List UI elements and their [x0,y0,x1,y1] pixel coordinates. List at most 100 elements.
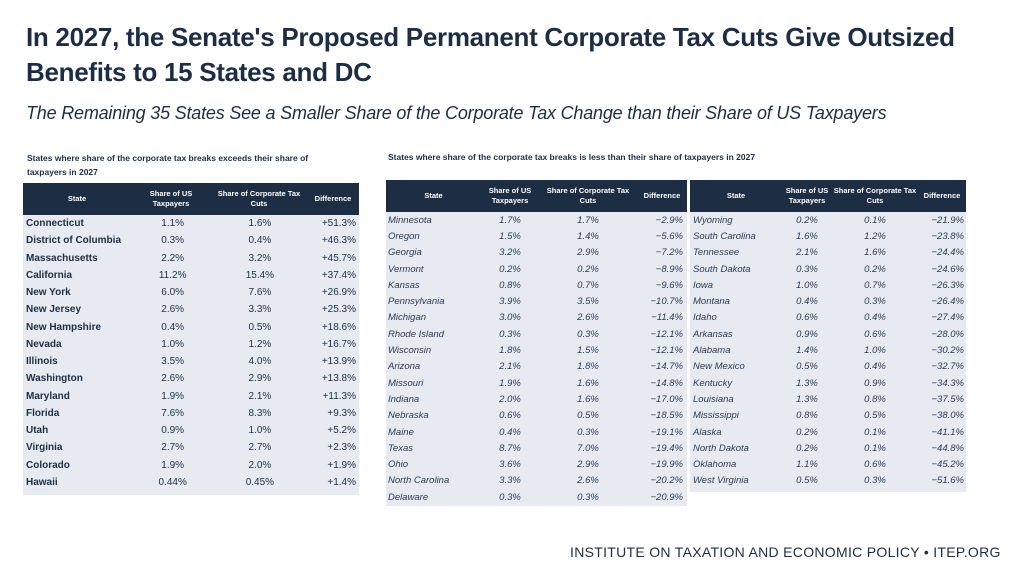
tax-cut-share-cell: 0.1% [864,214,886,226]
difference-cell: −10.7% [650,296,684,308]
table-row: Arizona 2.1% 1.8% −14.7% [386,359,687,375]
tax-cut-share-cell: 1.4% [577,230,599,242]
state-cell: Oklahoma [693,459,737,471]
state-cell: Pennsylvania [388,296,445,308]
table-row: Mississippi 0.8% 0.5% −38.0% [690,408,966,424]
page-subtitle: The Remaining 35 States See a Smaller Sh… [26,103,887,123]
tax-cut-share-cell: 1.0% [864,345,886,357]
difference-cell: −2.9% [655,214,683,226]
tax-cut-share-cell: 0.2% [864,263,886,275]
tax-cut-share-cell: 0.8% [864,393,886,405]
table-row: Missouri 1.9% 1.6% −14.8% [386,375,687,391]
state-cell: Nevada [26,338,62,350]
tax-cut-share-cell: 2.9% [577,459,599,471]
state-cell: North Dakota [693,442,749,454]
tax-cut-share-cell: 0.3% [577,426,599,438]
taxpayer-share-cell: 1.9% [161,390,185,402]
tax-cut-share-cell: 1.5% [577,345,599,357]
difference-cell: −24.6% [931,263,965,275]
difference-cell: −21.9% [931,214,965,226]
table-body: Wyoming 0.2% 0.1% −21.9% South Carolina 1.6% 1… [690,212,966,489]
table-row: South Carolina 1.6% 1.2% −23.8% [690,228,966,244]
tax-cut-share-cell: 0.3% [577,491,599,503]
table-row: Vermont 0.2% 0.2% −8.9% [386,261,687,277]
difference-cell: −12.1% [650,328,684,340]
tax-cut-share-cell: 2.0% [248,459,272,471]
difference-cell: −32.7% [931,361,965,373]
state-cell: New Mexico [693,361,745,373]
taxpayer-share-cell: 0.6% [796,312,818,324]
table-body: Connecticut 1.1% 1.6% +51.3% District of Col… [23,215,359,491]
difference-cell: −19.9% [650,459,684,471]
difference-cell: −14.7% [650,361,684,373]
tax-cut-share-cell: 7.6% [248,287,272,299]
difference-cell: +9.3% [327,407,357,419]
tax-cut-share-cell: 0.5% [248,321,272,333]
taxpayer-share-cell: 1.1% [796,459,818,471]
difference-cell: −45.2% [931,459,965,471]
table-row: Texas 8.7% 7.0% −19.4% [386,440,687,456]
difference-cell: +45.7% [321,252,357,264]
tax-cut-share-cell: 0.1% [864,426,886,438]
difference-cell: +16.7% [321,338,357,350]
tax-cut-share-cell: 0.3% [577,328,599,340]
tax-cut-share-cell: 1.8% [577,361,599,373]
taxpayer-share-cell: 1.7% [499,214,521,226]
state-cell: Mississippi [693,410,739,422]
tax-cut-share-cell: 0.6% [864,459,886,471]
state-cell: New Jersey [26,304,82,316]
taxpayer-share-cell: 0.4% [796,296,818,308]
tax-cut-share-cell: 0.4% [864,312,886,324]
table-row: Indiana 2.0% 1.6% −17.0% [386,391,687,407]
table-row: Wisconsin 1.8% 1.5% −12.1% [386,342,687,358]
taxpayer-share-cell: 0.2% [796,442,818,454]
table-header: State Share of US Taxpayers Share of Cor… [690,180,966,212]
table-row: New York 6.0% 7.6% +26.9% [23,284,359,301]
taxpayer-share-cell: 0.5% [796,475,818,487]
state-cell: Delaware [388,491,429,503]
taxpayer-share-cell: 2.2% [161,252,185,264]
tax-cut-share-cell: 0.9% [864,377,886,389]
taxpayer-share-cell: 0.4% [499,426,521,438]
state-cell: District of Columbia [26,235,122,247]
tax-cut-share-cell: 3.2% [248,252,272,264]
difference-cell: −8.9% [655,263,683,275]
state-cell: Montana [693,296,730,308]
state-cell: Missouri [388,377,424,389]
state-cell: New York [26,287,71,299]
table-row: Wyoming 0.2% 0.1% −21.9% [690,212,966,228]
tax-cut-share-cell: 2.7% [248,442,272,454]
table-row: California 11.2% 15.4% +37.4% [23,267,359,284]
table-row: Oklahoma 1.1% 0.6% −45.2% [690,456,966,472]
difference-cell: +37.4% [321,269,357,281]
taxpayer-share-cell: 0.3% [796,263,818,275]
taxpayer-share-cell: 0.9% [796,328,818,340]
tax-cut-share-cell: 1.6% [577,377,599,389]
header-state: State [67,194,87,203]
state-cell: Nebraska [388,410,429,422]
state-cell: Wyoming [693,214,733,226]
state-cell: Washington [26,373,83,385]
taxpayer-share-cell: 1.4% [796,345,818,357]
table-row: Arkansas 0.9% 0.6% −28.0% [690,326,966,342]
table-row: Kansas 0.8% 0.7% −9.6% [386,277,687,293]
taxpayer-share-cell: 1.0% [796,279,818,291]
taxpayer-share-cell: 2.6% [161,304,185,316]
table-row: New Mexico 0.5% 0.4% −32.7% [690,359,966,375]
tax-cut-share-cell: 8.3% [248,407,272,419]
difference-cell: +46.3% [321,235,357,247]
table-row: North Dakota 0.2% 0.1% −44.8% [690,440,966,456]
difference-cell: −20.9% [650,491,684,503]
tax-cut-share-cell: 2.1% [248,390,272,402]
difference-cell: +26.9% [321,287,357,299]
tax-cut-share-cell: 0.4% [248,235,272,247]
state-cell: Michigan [388,312,427,324]
tax-cut-share-cell: 0.7% [864,279,886,291]
tax-cut-share-cell: 1.2% [248,338,272,350]
state-cell: Illinois [26,356,58,368]
state-cell: Minnesota [388,214,432,226]
difference-cell: −24.4% [931,247,965,259]
state-cell: Iowa [693,279,714,291]
state-cell: Wisconsin [388,345,432,357]
taxpayer-share-cell: 2.6% [161,373,185,385]
